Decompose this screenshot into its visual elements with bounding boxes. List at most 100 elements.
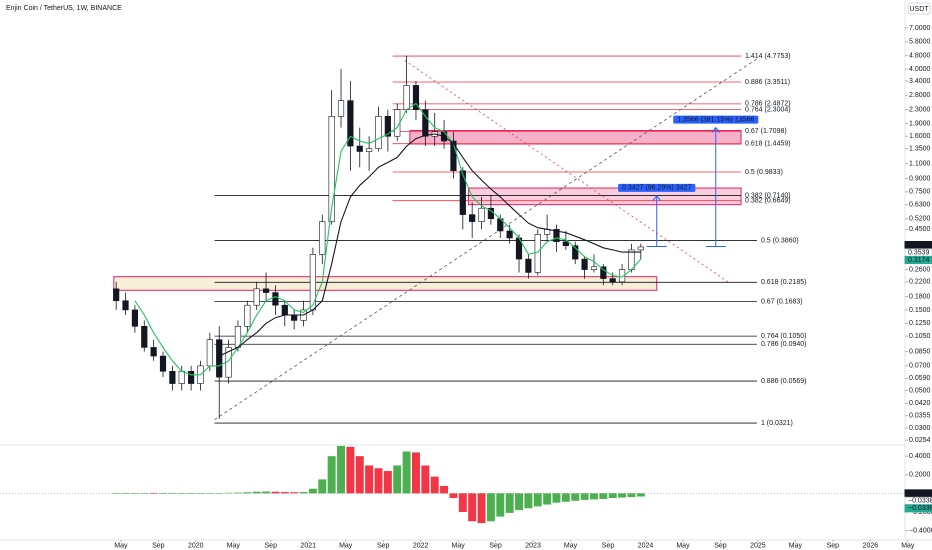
y-tick-label: 7.0000 xyxy=(909,25,931,32)
candle-body xyxy=(375,116,382,150)
candle-body xyxy=(469,214,476,222)
chart-title: Enjin Coin / TetherUS, 1W, BINANCE xyxy=(6,5,122,12)
x-tick-label: 2026 xyxy=(863,542,879,549)
candle-body xyxy=(590,266,598,270)
x-tick-label: Sep xyxy=(377,542,390,549)
price-badge-label: 0.3539 xyxy=(908,249,930,256)
oscillator-bar xyxy=(205,492,214,494)
measure-label-bg xyxy=(673,115,759,124)
candle-body xyxy=(291,314,298,321)
oscillator-bar xyxy=(636,493,645,497)
price-badge xyxy=(904,504,932,513)
x-tick-label: May xyxy=(452,542,466,549)
y-tick-label: 4.0000 xyxy=(909,66,931,73)
moving-average xyxy=(218,133,641,357)
x-tick-label: May xyxy=(227,542,241,549)
oscillator-bar xyxy=(468,493,477,522)
candle-body xyxy=(169,370,176,384)
fib-level-label: 1.414 (4.7753) xyxy=(745,53,791,60)
candle-body xyxy=(337,100,345,117)
price-badge-label: 0.3174 xyxy=(908,257,930,264)
price-badge-label: 0.3635 xyxy=(908,242,930,249)
oscillator-bar xyxy=(365,465,374,494)
oscillator-bar xyxy=(552,493,561,503)
candle-body xyxy=(384,116,391,137)
oscillator-bar xyxy=(458,493,467,512)
y-tick-label: 0.0420 xyxy=(909,400,931,407)
x-tick-label: Sep xyxy=(714,542,727,549)
y-tick-label: 0.6300 xyxy=(909,201,931,208)
candle-body xyxy=(188,370,195,384)
y-tick-label: 0.7500 xyxy=(909,189,931,196)
y-tick-label: 1.3500 xyxy=(909,146,931,153)
oscillator-bar xyxy=(271,491,280,494)
x-tick-label: May xyxy=(789,542,803,549)
fib-level-label: 0.382 (0.6649) xyxy=(745,198,791,205)
oscillator-bar xyxy=(262,491,271,494)
candle-body xyxy=(572,245,579,260)
y-tick-label: 0.9000 xyxy=(909,175,931,182)
oscillator-bar xyxy=(571,493,580,501)
candle-body xyxy=(581,258,588,270)
y-tick-label: 1.1000 xyxy=(909,161,931,168)
oscillator-bar xyxy=(599,493,608,499)
candle-body xyxy=(609,278,616,283)
candle-body xyxy=(459,170,466,215)
oscillator-bar xyxy=(430,476,439,494)
x-tick-label: Sep xyxy=(602,542,615,549)
candle-body xyxy=(178,370,185,384)
oscillator-bar xyxy=(215,492,224,494)
x-tick-label: Sep xyxy=(152,542,165,549)
x-tick-label: May xyxy=(676,542,690,549)
oscillator-bar xyxy=(177,493,186,494)
oscillator-bar xyxy=(233,492,242,494)
candle-body xyxy=(347,100,354,147)
oscillator-bar xyxy=(449,493,458,499)
y-tick-label: 2.3000 xyxy=(909,106,931,113)
y-tick-label: 0.0355 xyxy=(909,413,931,420)
x-tick-label: 2025 xyxy=(750,542,766,549)
currency-label[interactable]: USDT xyxy=(909,6,929,13)
candle-body xyxy=(122,300,129,311)
candle-body xyxy=(159,355,167,372)
price-badge-label: −0.0338 xyxy=(908,498,932,505)
oscillator-bar xyxy=(543,493,552,505)
y-tick-label: 0.1250 xyxy=(909,320,931,327)
oscillator-bar xyxy=(440,485,449,494)
currency-button[interactable] xyxy=(907,2,931,15)
y-tick-label: 0.2600 xyxy=(909,266,931,273)
oscillator-bar xyxy=(496,493,505,517)
x-tick-label: May xyxy=(564,542,578,549)
x-tick-label: May xyxy=(901,542,915,549)
x-tick-label: Sep xyxy=(265,542,278,549)
candle-body xyxy=(553,229,560,243)
oscillator-bar xyxy=(299,492,308,494)
oscillator-bar xyxy=(627,493,636,498)
candle-body xyxy=(618,269,626,283)
y-tick-label: 1.9000 xyxy=(909,120,931,127)
oscillator-bar xyxy=(580,493,589,500)
candle-body xyxy=(403,85,410,110)
oscillator-bar xyxy=(121,493,130,494)
candle-body xyxy=(450,140,457,172)
candle-body xyxy=(600,266,607,279)
fib-level-label: 0.764 (0.1050) xyxy=(761,333,807,340)
zone xyxy=(467,187,742,206)
oscillator-bar xyxy=(524,493,533,509)
candle-body xyxy=(216,339,223,378)
x-tick-label: May xyxy=(339,542,353,549)
x-tick-label: 2023 xyxy=(525,542,541,549)
oscillator-bar xyxy=(374,468,383,494)
x-tick-label: Sep xyxy=(827,542,840,549)
fib-level-label: 0.886 (0.0569) xyxy=(761,378,807,385)
zone xyxy=(409,130,742,145)
measure-head xyxy=(652,195,662,202)
candle-body xyxy=(328,116,335,222)
oscillator-bar xyxy=(486,493,495,522)
fib-level-label: 0.886 (3.3511) xyxy=(745,79,790,86)
fib-level-label: 0.67 (1.7098) xyxy=(745,128,787,135)
oscillator-bar xyxy=(533,493,542,507)
oscillator-bar xyxy=(168,493,177,494)
oscillator-bar xyxy=(187,493,196,494)
